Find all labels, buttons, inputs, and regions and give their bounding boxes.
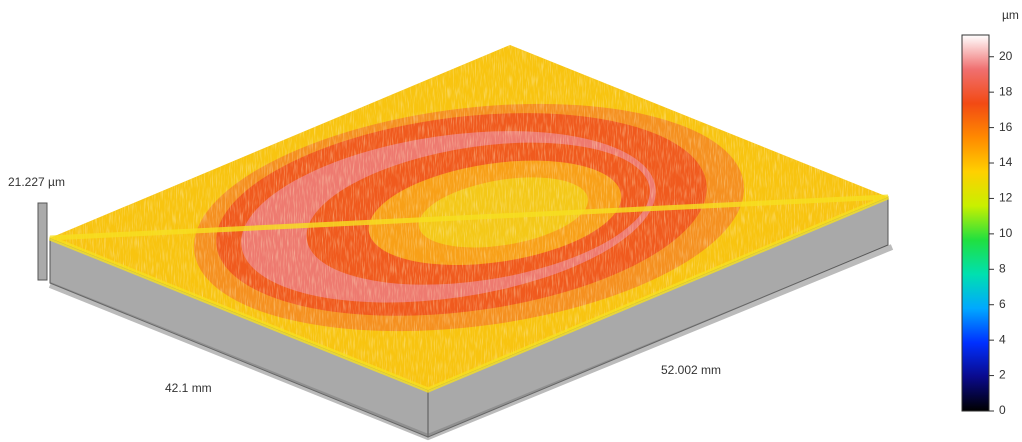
colorbar-tick-label: 8 (999, 261, 1006, 275)
colorbar-tick-label: 12 (999, 191, 1013, 205)
colorbar-tick-label: 14 (999, 155, 1013, 169)
y-label: 52.002 mm (661, 363, 721, 377)
z-scale-bar (38, 203, 47, 280)
chart: 21.227 µm 42.1 mm 52.002 mm µm 0 2 4 6 8 10 12… (0, 0, 1022, 442)
colorbar-unit: µm (1002, 8, 1019, 22)
x-label: 42.1 mm (165, 381, 212, 395)
colorbar-tick-label: 10 (999, 226, 1013, 240)
page: 21.227 µm 42.1 mm 52.002 mm µm 0 2 4 6 8 10 12… (0, 0, 1022, 442)
colorbar-tick-label: 4 (999, 332, 1006, 346)
colorbar-tick-label: 6 (999, 297, 1006, 311)
colorbar (962, 35, 989, 411)
z-label: 21.227 µm (8, 175, 65, 189)
colorbar-tick-label: 18 (999, 84, 1013, 98)
colorbar-tick-label: 20 (999, 49, 1013, 63)
colorbar-tick-label: 2 (999, 368, 1006, 382)
colorbar-tick-label: 0 (999, 403, 1006, 417)
colorbar-tick-label: 16 (999, 120, 1013, 134)
